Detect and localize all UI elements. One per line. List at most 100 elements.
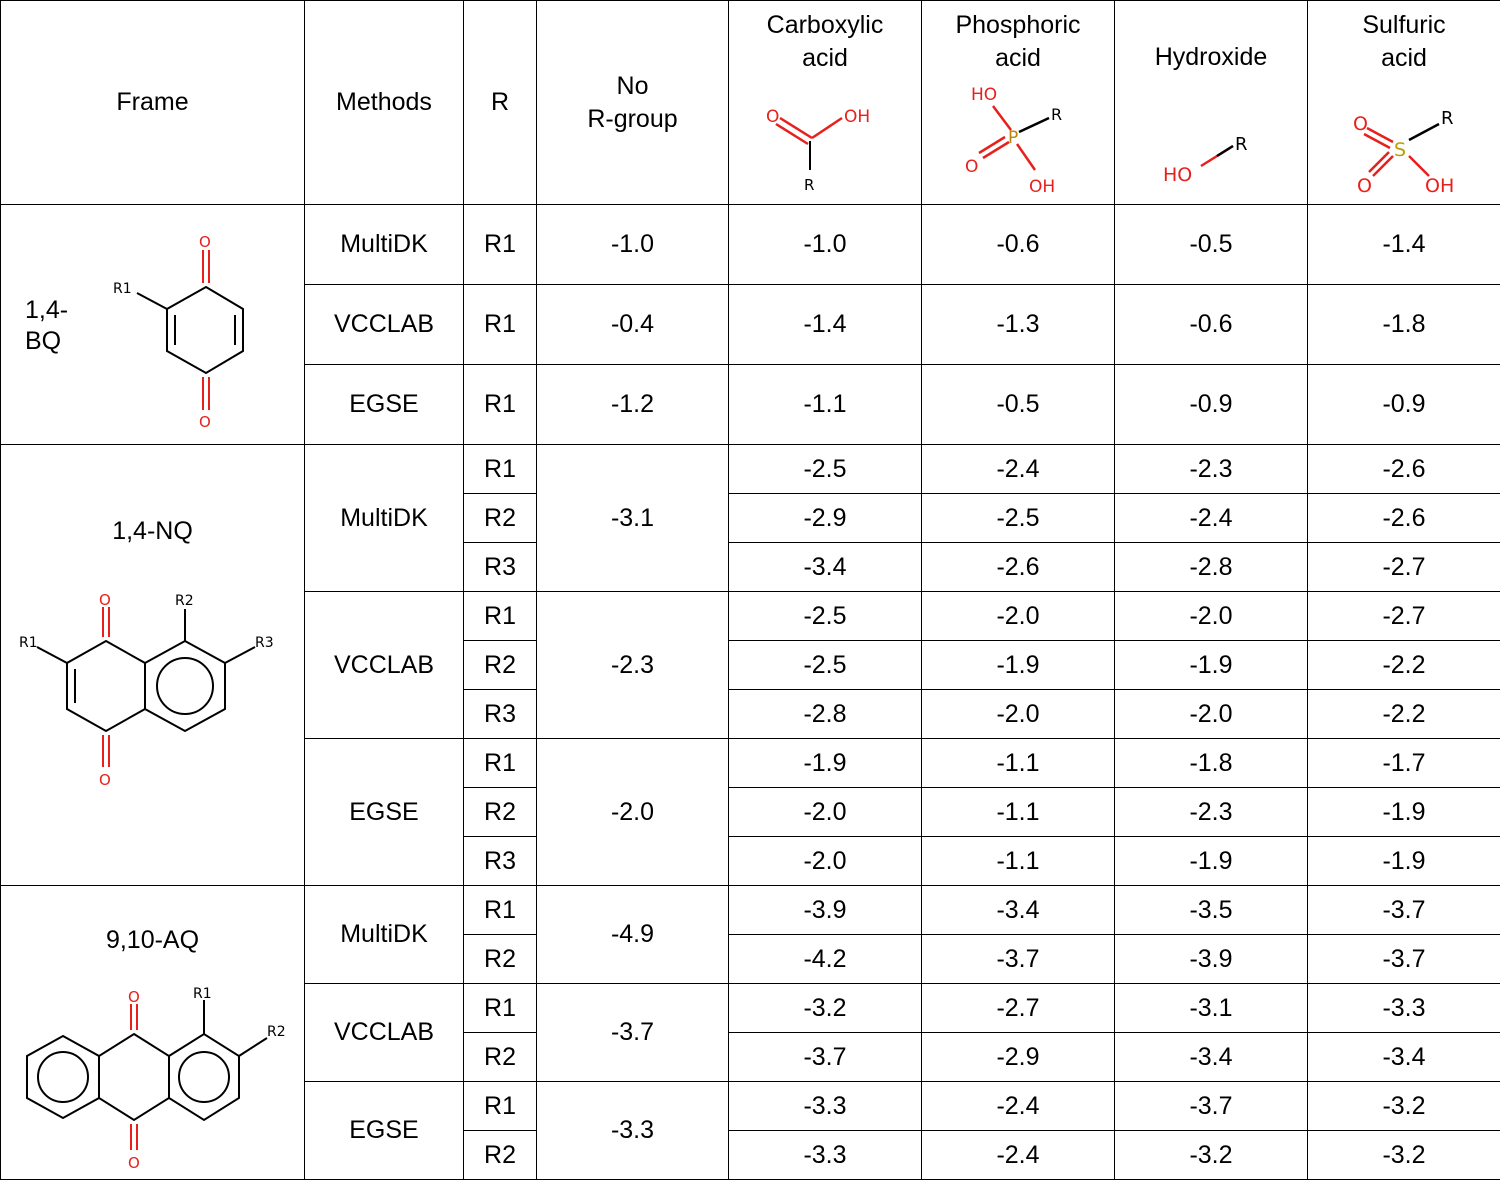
frame-nq: 1,4-NQ O R2 R1 R3 O	[0, 444, 305, 886]
carboxylic-value: -3.7	[728, 1032, 922, 1082]
hydroxide-value: -3.1	[1114, 983, 1308, 1033]
no-r-value: -2.3	[536, 591, 729, 739]
header-hydroxide-label: Hydroxide	[1154, 43, 1268, 71]
no-r-value: -3.7	[536, 983, 729, 1082]
bq-o-bottom: O	[199, 413, 211, 430]
r-cell: R2	[463, 640, 537, 690]
sulfuric-value: -3.2	[1307, 1130, 1500, 1180]
header-no-r-line2: R-group	[587, 104, 678, 133]
phosphoric-value: -1.3	[921, 284, 1115, 365]
table-row: VCCLAB R1 -0.4 -1.4 -1.3 -0.6 -1.8	[1, 284, 1500, 365]
sulfuric-acid-structure: O S R O OH	[1353, 108, 1454, 197]
phosphoric-value: -2.0	[921, 689, 1115, 739]
r-cell: R1	[463, 204, 537, 285]
table-row: VCCLAB R1 -2.3 -2.5 -2.0 -2.0 -2.7	[1, 591, 1500, 739]
r-cell: R1	[463, 364, 537, 445]
frame-bq: 1,4- BQ O R1 O	[0, 204, 305, 445]
table-row: EGSE R1 -1.2 -1.1 -0.5 -0.9 -0.9	[1, 364, 1500, 445]
hydroxide-value: -3.5	[1114, 885, 1308, 935]
carboxylic-value: -2.5	[728, 444, 922, 494]
hydroxide-ho-label: HO	[1163, 164, 1192, 186]
phosphoric-value: -2.4	[921, 1081, 1115, 1131]
method-cell: VCCLAB	[304, 983, 464, 1082]
sulfuric-value: -3.4	[1307, 1032, 1500, 1082]
r-cell: R1	[463, 591, 537, 641]
r-cell: R2	[463, 493, 537, 543]
phosphoric-value: -1.1	[921, 738, 1115, 788]
carboxylic-value: -2.5	[728, 640, 922, 690]
table-row: R3 -2.8 -2.0 -2.0 -2.2	[1, 689, 1500, 739]
phosphoric-value: -2.9	[921, 1032, 1115, 1082]
hydroxide-structure: HO R	[1163, 134, 1248, 186]
nq-o-bottom: O	[99, 771, 111, 789]
frame-aq: 9,10-AQ O R1 R2 O	[0, 885, 305, 1180]
hydroxide-value: -2.0	[1114, 591, 1308, 641]
table-row: 9,10-AQ O R1 R2 O MultiDK R1 -4.9	[0, 885, 1500, 1180]
table-row: 1,4- BQ O R1 O MultiDK R1 -1.0 -1.0 -0.6…	[0, 204, 1500, 445]
r-cell: R1	[463, 444, 537, 494]
frame-bq-line1: 1,4-	[25, 296, 69, 324]
table-row: R3 -3.4 -2.6 -2.8 -2.7	[1, 542, 1500, 592]
r-cell: R3	[463, 836, 537, 886]
hydroxide-value: -2.8	[1114, 542, 1308, 592]
hydroxide-r-label: R	[1235, 134, 1248, 155]
r-cell: R1	[463, 885, 537, 935]
carboxylic-value: -3.2	[728, 983, 922, 1033]
table-row: 1,4-NQ O R2 R1 R3 O MultiDK R1	[0, 444, 1500, 886]
sulfuric-value: -2.2	[1307, 640, 1500, 690]
phosphoric-value: -0.6	[921, 204, 1115, 285]
carboxylic-value: -1.9	[728, 738, 922, 788]
phosphoric-value: -2.7	[921, 983, 1115, 1033]
no-r-value: -3.3	[536, 1081, 729, 1180]
sulfuric-value: -1.4	[1307, 204, 1500, 285]
method-cell: VCCLAB	[304, 591, 464, 739]
phosphoric-value: -1.9	[921, 640, 1115, 690]
no-r-value: -3.1	[536, 444, 729, 592]
nq-structure: O R2 R1 R3 O	[19, 591, 274, 789]
frame-bq-label: 1,4- BQ	[25, 295, 68, 358]
sulfuric-o1-label: O	[1353, 113, 1368, 135]
r-cell: R2	[463, 787, 537, 837]
carboxylic-value: -3.9	[728, 885, 922, 935]
header-carboxylic-line2: acid	[802, 43, 848, 72]
aq-r2-label: R2	[267, 1024, 286, 1040]
phosphoric-value: -2.0	[921, 591, 1115, 641]
phosphoric-o-label: O	[965, 157, 978, 177]
table-row: EGSE R1 -3.3 -3.3 -2.4 -3.7 -3.2	[1, 1081, 1500, 1180]
no-r-value: -2.0	[536, 738, 729, 886]
r-cell: R3	[463, 542, 537, 592]
r-cell: R2	[463, 934, 537, 984]
sulfuric-value: -3.7	[1307, 934, 1500, 984]
r-cell: R3	[463, 689, 537, 739]
hydroxide-value: -2.0	[1114, 689, 1308, 739]
table-row: R2 -2.5 -1.9 -1.9 -2.2	[1, 640, 1500, 690]
no-r-value: -1.2	[536, 364, 729, 445]
phosphoric-value: -3.7	[921, 934, 1115, 984]
sulfuric-value: -1.9	[1307, 787, 1500, 837]
nq-o-top: O	[99, 591, 111, 609]
sulfuric-value: -2.2	[1307, 689, 1500, 739]
hydroxide-value: -3.2	[1114, 1130, 1308, 1180]
hydroxide-value: -0.5	[1114, 204, 1308, 285]
sulfuric-value: -1.7	[1307, 738, 1500, 788]
sulfuric-oh-label: OH	[1425, 175, 1454, 197]
phosphoric-value: -0.5	[921, 364, 1115, 445]
phosphoric-r-label: R	[1051, 105, 1062, 124]
frame-aq-label: 9,10-AQ	[105, 926, 200, 954]
sulfuric-value: -2.7	[1307, 591, 1500, 641]
sulfuric-value: -1.9	[1307, 836, 1500, 886]
sulfuric-value: -2.6	[1307, 444, 1500, 494]
sulfuric-value: -2.7	[1307, 542, 1500, 592]
header-r: R	[463, 0, 537, 205]
phosphoric-ho-label: HO	[971, 85, 997, 105]
hydroxide-value: -2.3	[1114, 787, 1308, 837]
hydroxide-value: -2.4	[1114, 493, 1308, 543]
carboxylic-value: -2.5	[728, 591, 922, 641]
hydroxide-value: -3.4	[1114, 1032, 1308, 1082]
table-row: R2 -3.3 -2.4 -3.2 -3.2	[1, 1130, 1500, 1180]
sulfuric-value: -2.6	[1307, 493, 1500, 543]
header-phosphoric-line2: acid	[995, 43, 1041, 72]
sulfuric-value: -1.8	[1307, 284, 1500, 365]
header-row: Frame Methods R No R-group Carboxylic ac…	[0, 0, 1500, 205]
header-carboxylic: Carboxylic acid O OH R	[728, 0, 922, 205]
